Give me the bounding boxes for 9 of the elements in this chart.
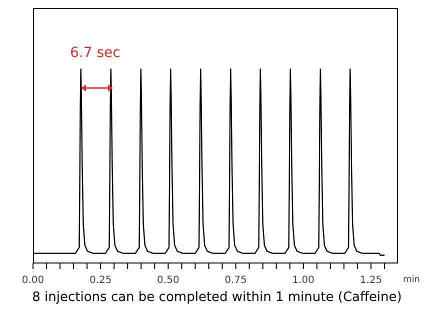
x-axis-title: min: [403, 275, 420, 285]
text: 8 injections can be completed within 1 minute (Caffeine): [31, 290, 403, 305]
x-tick-label: 0.75: [224, 275, 247, 286]
x-tick-label: 0.25: [89, 275, 112, 286]
text: 6.7 sec: [70, 45, 120, 61]
x-tick-label: 1.00: [292, 275, 315, 286]
x-tick-label: 1.25: [360, 275, 382, 286]
x-tick-label: 0.50: [157, 275, 180, 286]
x-tick-label: 0.00: [22, 275, 44, 286]
